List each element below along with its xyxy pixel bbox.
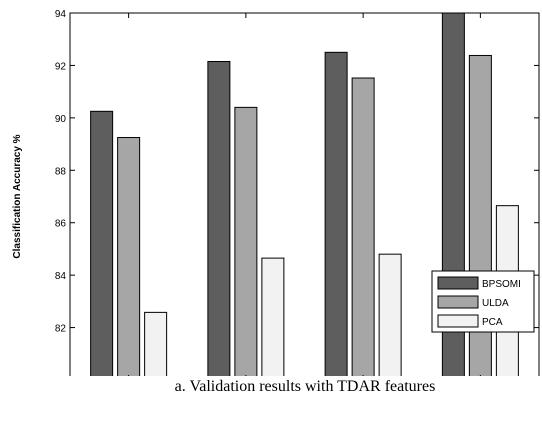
legend-swatch-pca — [437, 314, 479, 328]
bar-ulda-nt — [351, 77, 375, 376]
figure-caption: a. Validation results with TDAR features — [174, 378, 436, 395]
bar-bpsomi-mv — [207, 60, 231, 376]
bar-pca-mv — [261, 257, 285, 376]
legend-label-pca: PCA — [482, 317, 503, 328]
bar-bpsomi-nt — [324, 51, 348, 376]
y-axis-label: Classification Accuracy % — [12, 134, 23, 258]
bar-pca-nt — [378, 253, 402, 376]
bar-pca-initial — [144, 311, 168, 376]
bars-group — [90, 12, 519, 376]
bar-chart: 8082848688909294 InitialMVNTMV+NT Classi… — [12, 9, 540, 376]
y-tick-label: 86 — [55, 219, 67, 230]
legend-swatch-bpsomi — [437, 276, 479, 290]
legend-swatch-ulda — [437, 295, 479, 309]
x-axis-ticks: InitialMVNTMV+NT — [128, 13, 481, 376]
bar-ulda-initial — [117, 137, 141, 376]
plot-area-frame — [69, 12, 540, 376]
y-tick-label: 94 — [55, 9, 67, 20]
legend-label-ulda: ULDA — [482, 298, 509, 309]
y-tick-label: 90 — [55, 114, 67, 125]
legend-label-bpsomi: BPSOMI — [482, 279, 521, 290]
bar-bpsomi-initial — [90, 110, 114, 376]
y-tick-label: 82 — [55, 324, 67, 335]
y-tick-label: 84 — [55, 271, 67, 282]
legend: BPSOMI ULDA PCA — [431, 270, 535, 333]
y-tick-label: 92 — [55, 61, 67, 72]
y-tick-label: 88 — [55, 166, 67, 177]
bar-ulda-mv — [234, 106, 258, 376]
